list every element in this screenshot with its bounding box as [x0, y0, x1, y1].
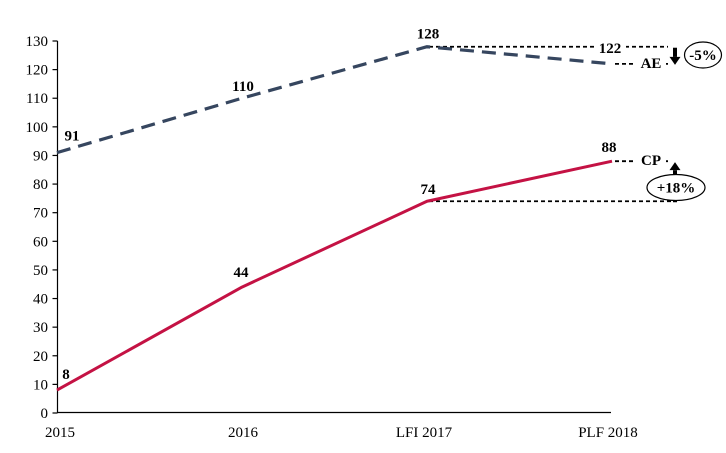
- ae-data-label: 110: [232, 79, 254, 95]
- ae-data-label: 128: [417, 27, 440, 43]
- y-tick-label: 100: [26, 120, 49, 136]
- y-tick-label: 0: [41, 406, 49, 422]
- cp-data-label: 8: [62, 367, 70, 383]
- series-line-cp: [56, 159, 613, 392]
- cp-data-label: 88: [602, 140, 617, 156]
- x-category-label: PLF 2018: [578, 425, 638, 441]
- y-tick-label: 10: [33, 377, 48, 393]
- decrease-arrow-icon: [669, 56, 681, 65]
- y-tick-label: 110: [26, 91, 48, 107]
- y-tick-label: 50: [33, 263, 48, 279]
- y-tick-label: 90: [33, 148, 48, 164]
- y-tick-label: 40: [33, 292, 48, 308]
- ae-data-label: 91: [65, 129, 80, 145]
- y-tick-label: 130: [26, 34, 49, 50]
- x-category-label: LFI 2017: [396, 425, 453, 441]
- cp-change-badge-label: +18%: [657, 181, 696, 197]
- ae-data-label: 122: [599, 41, 622, 57]
- cp-data-label: 74: [421, 182, 437, 198]
- cp-change-badge: [646, 173, 706, 202]
- ae-series-label: AE: [641, 56, 662, 72]
- y-tick-label: 20: [33, 349, 48, 365]
- y-tick-label: 80: [33, 177, 48, 193]
- label-mask: [594, 40, 626, 55]
- increase-arrow-icon: [669, 162, 681, 171]
- cp-series-label: CP: [641, 153, 661, 169]
- x-category-label: 2015: [45, 425, 75, 441]
- cp-data-label: 44: [234, 265, 250, 281]
- y-tick-label: 120: [26, 63, 49, 79]
- series-line-ae: [56, 45, 613, 155]
- ae-change-badge-label: -5%: [689, 48, 717, 64]
- y-tick-label: 30: [33, 320, 48, 336]
- x-category-label: 2016: [228, 425, 259, 441]
- label-mask: [636, 55, 666, 70]
- y-tick-label: 70: [33, 206, 48, 222]
- ae-change-badge: [683, 41, 723, 69]
- label-mask: [636, 153, 666, 168]
- y-tick-label: 60: [33, 234, 48, 250]
